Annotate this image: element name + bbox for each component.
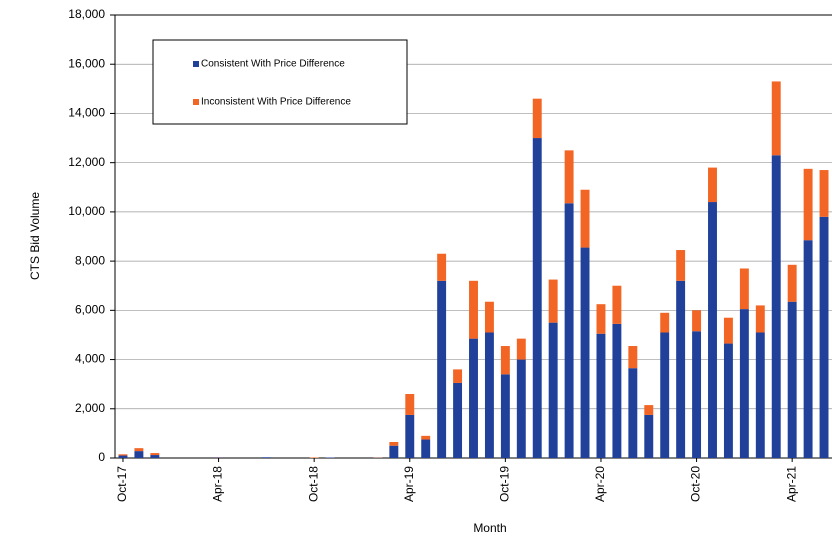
x-tick-label: Oct-19 bbox=[498, 466, 512, 502]
legend-label: Consistent With Price Difference bbox=[201, 59, 345, 70]
bar-segment bbox=[548, 322, 558, 458]
legend-swatch bbox=[193, 99, 199, 105]
bar-segment bbox=[755, 332, 765, 458]
bar-segment bbox=[118, 454, 128, 456]
x-axis-label: Month bbox=[473, 521, 506, 535]
bar-segment bbox=[708, 202, 717, 458]
bar-segment bbox=[484, 301, 494, 333]
bar-segment bbox=[548, 279, 558, 323]
y-tick-label: 12,000 bbox=[68, 155, 105, 169]
bar-segment bbox=[532, 98, 542, 139]
bar-segment bbox=[803, 168, 813, 241]
legend-label: Inconsistent With Price Difference bbox=[201, 97, 351, 108]
bar-segment bbox=[708, 167, 717, 203]
x-tick-label: Apr-20 bbox=[593, 466, 607, 502]
bar-segment bbox=[580, 189, 590, 248]
x-tick-label: Apr-19 bbox=[402, 466, 416, 502]
bar-segment bbox=[421, 439, 431, 458]
x-tick-label: Apr-21 bbox=[784, 466, 798, 502]
bar-segment bbox=[261, 457, 271, 458]
y-tick-label: 18,000 bbox=[68, 7, 105, 21]
bar-segment bbox=[676, 280, 686, 458]
bar-segment bbox=[564, 150, 574, 204]
bar-segment bbox=[532, 138, 542, 459]
bar-segment bbox=[612, 323, 622, 458]
bar-segment bbox=[787, 301, 797, 458]
bar-segment bbox=[405, 414, 415, 458]
bar-segment bbox=[787, 264, 797, 302]
bar-segment bbox=[453, 382, 463, 458]
bar-segment bbox=[134, 451, 144, 458]
bar-segment bbox=[723, 343, 733, 458]
bar-segment bbox=[628, 346, 638, 369]
bar-segment bbox=[644, 405, 654, 415]
y-tick-label: 0 bbox=[98, 450, 105, 464]
bar-segment bbox=[723, 317, 733, 344]
x-tick-label: Oct-17 bbox=[115, 466, 129, 502]
bar-segment bbox=[596, 304, 606, 334]
x-tick-label: Oct-18 bbox=[306, 466, 320, 502]
bar-segment bbox=[676, 250, 686, 281]
bar-segment bbox=[516, 359, 526, 458]
bar-segment bbox=[150, 453, 160, 456]
bar-segment bbox=[819, 216, 829, 458]
bar-segment bbox=[660, 312, 670, 333]
bar-segment bbox=[739, 309, 749, 458]
bar-segment bbox=[389, 442, 399, 446]
bar-segment bbox=[453, 369, 463, 383]
x-tick-label: Apr-18 bbox=[211, 466, 225, 502]
bar-segment bbox=[500, 346, 510, 375]
bar-segment bbox=[484, 332, 494, 458]
y-tick-label: 6,000 bbox=[75, 303, 105, 317]
bar-segment bbox=[755, 305, 765, 333]
bar-segment bbox=[660, 332, 670, 458]
bar-segment bbox=[389, 445, 399, 458]
y-tick-label: 4,000 bbox=[75, 352, 105, 366]
bar-segment bbox=[819, 170, 829, 217]
bar-segment bbox=[500, 374, 510, 458]
bar-segment bbox=[739, 268, 749, 310]
bar-segment bbox=[692, 331, 702, 458]
bar-segment bbox=[692, 310, 702, 332]
bar-segment bbox=[437, 253, 447, 281]
bar-segment bbox=[516, 338, 526, 360]
bar-segment bbox=[803, 240, 813, 458]
bar-segment bbox=[469, 338, 478, 458]
bar-segment bbox=[612, 285, 622, 324]
legend-box bbox=[152, 39, 408, 125]
bar-segment bbox=[134, 448, 144, 452]
bar-segment bbox=[771, 155, 781, 459]
bar-segment bbox=[564, 203, 574, 458]
bar-segment bbox=[469, 280, 478, 339]
bar-segment bbox=[628, 368, 638, 458]
bar-segment bbox=[771, 81, 781, 156]
bar-segment bbox=[596, 333, 606, 458]
y-axis-label: CTS Bid Volume bbox=[28, 192, 42, 280]
y-tick-label: 8,000 bbox=[75, 253, 105, 267]
bar-segment bbox=[118, 455, 128, 458]
x-tick-label: Oct-20 bbox=[689, 466, 703, 502]
bar-segment bbox=[150, 455, 160, 458]
bar-segment bbox=[421, 435, 431, 440]
bar-segment bbox=[580, 247, 590, 458]
y-tick-label: 10,000 bbox=[68, 204, 105, 218]
legend-swatch bbox=[193, 61, 199, 67]
bar-segment bbox=[644, 414, 654, 458]
bar-segment bbox=[405, 394, 415, 415]
y-tick-label: 14,000 bbox=[68, 106, 105, 120]
y-tick-label: 16,000 bbox=[68, 56, 105, 70]
y-tick-label: 2,000 bbox=[75, 401, 105, 415]
bar-segment bbox=[437, 280, 447, 458]
